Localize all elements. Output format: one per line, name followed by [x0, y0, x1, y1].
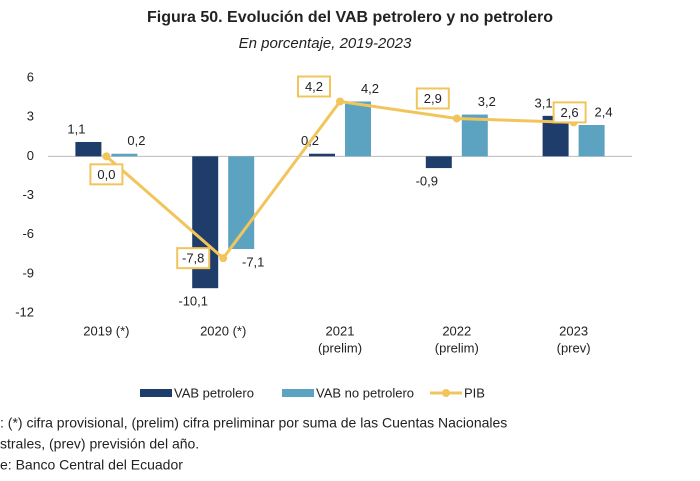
legend-swatch [282, 389, 314, 397]
data-label-box [415, 87, 450, 110]
legend-label: VAB petrolero [174, 385, 254, 400]
data-label-box [89, 163, 124, 186]
bar [345, 101, 371, 157]
x-tick-label: 2020 (*) [200, 323, 246, 338]
footnote: : (*) cifra provisional, (prelim) cifra … [0, 415, 507, 431]
bar [111, 153, 138, 157]
x-tick-label: (prev) [557, 340, 591, 355]
data-label-box [297, 75, 331, 98]
data-label: 4,2 [305, 79, 323, 94]
x-tick-label: (prelim) [318, 340, 362, 355]
y-tick-label: 3 [27, 109, 34, 124]
legend-label: PIB [464, 385, 485, 400]
y-tick-label: -9 [22, 265, 34, 280]
data-label: -0,9 [416, 174, 438, 189]
y-tick-label: 6 [27, 69, 34, 84]
line-marker [452, 114, 461, 123]
y-tick-label: -3 [22, 187, 34, 202]
x-tick-label: 2019 (*) [83, 323, 129, 338]
chart-subtitle: En porcentaje, 2019-2023 [239, 35, 412, 52]
bar [75, 141, 102, 157]
x-tick-label: 2023 [559, 323, 588, 338]
data-label: 2,4 [595, 104, 613, 119]
line-marker [102, 152, 111, 161]
data-label: 3,2 [478, 94, 496, 109]
legend-swatch [140, 389, 172, 397]
bar [425, 156, 452, 169]
x-tick-label: 2021 [326, 323, 355, 338]
data-label: 2,9 [424, 91, 442, 106]
y-tick-label: -6 [22, 226, 34, 241]
data-label-box [176, 247, 211, 270]
y-tick-label: 0 [27, 148, 34, 163]
bar [578, 125, 605, 157]
line-marker [336, 97, 344, 106]
data-label: 3,1 [535, 95, 553, 110]
data-label: -10,1 [178, 294, 208, 309]
data-label: 0,2 [127, 133, 145, 148]
line [105, 99, 574, 261]
footnote: strales, (prev) previsión del año. [0, 436, 199, 452]
bar [309, 153, 335, 157]
line-marker [219, 254, 228, 263]
data-label: -7,8 [182, 251, 204, 266]
legend-swatch [442, 389, 450, 397]
data-label: 4,2 [361, 81, 379, 96]
chart-title: Figura 50. Evolución del VAB petrolero y… [147, 9, 553, 26]
data-label: 2,6 [561, 105, 579, 120]
data-label-box [552, 101, 587, 124]
x-tick-label: (prelim) [435, 340, 479, 355]
y-tick-label: -12 [15, 304, 34, 319]
data-label: 1,1 [67, 121, 85, 136]
data-label: 0,0 [97, 167, 115, 182]
bar [461, 114, 488, 157]
x-tick-label: 2022 [442, 323, 471, 338]
footnote: e: Banco Central del Ecuador [0, 457, 183, 473]
data-label: -7,1 [242, 254, 264, 269]
legend-label: VAB no petrolero [316, 385, 414, 400]
